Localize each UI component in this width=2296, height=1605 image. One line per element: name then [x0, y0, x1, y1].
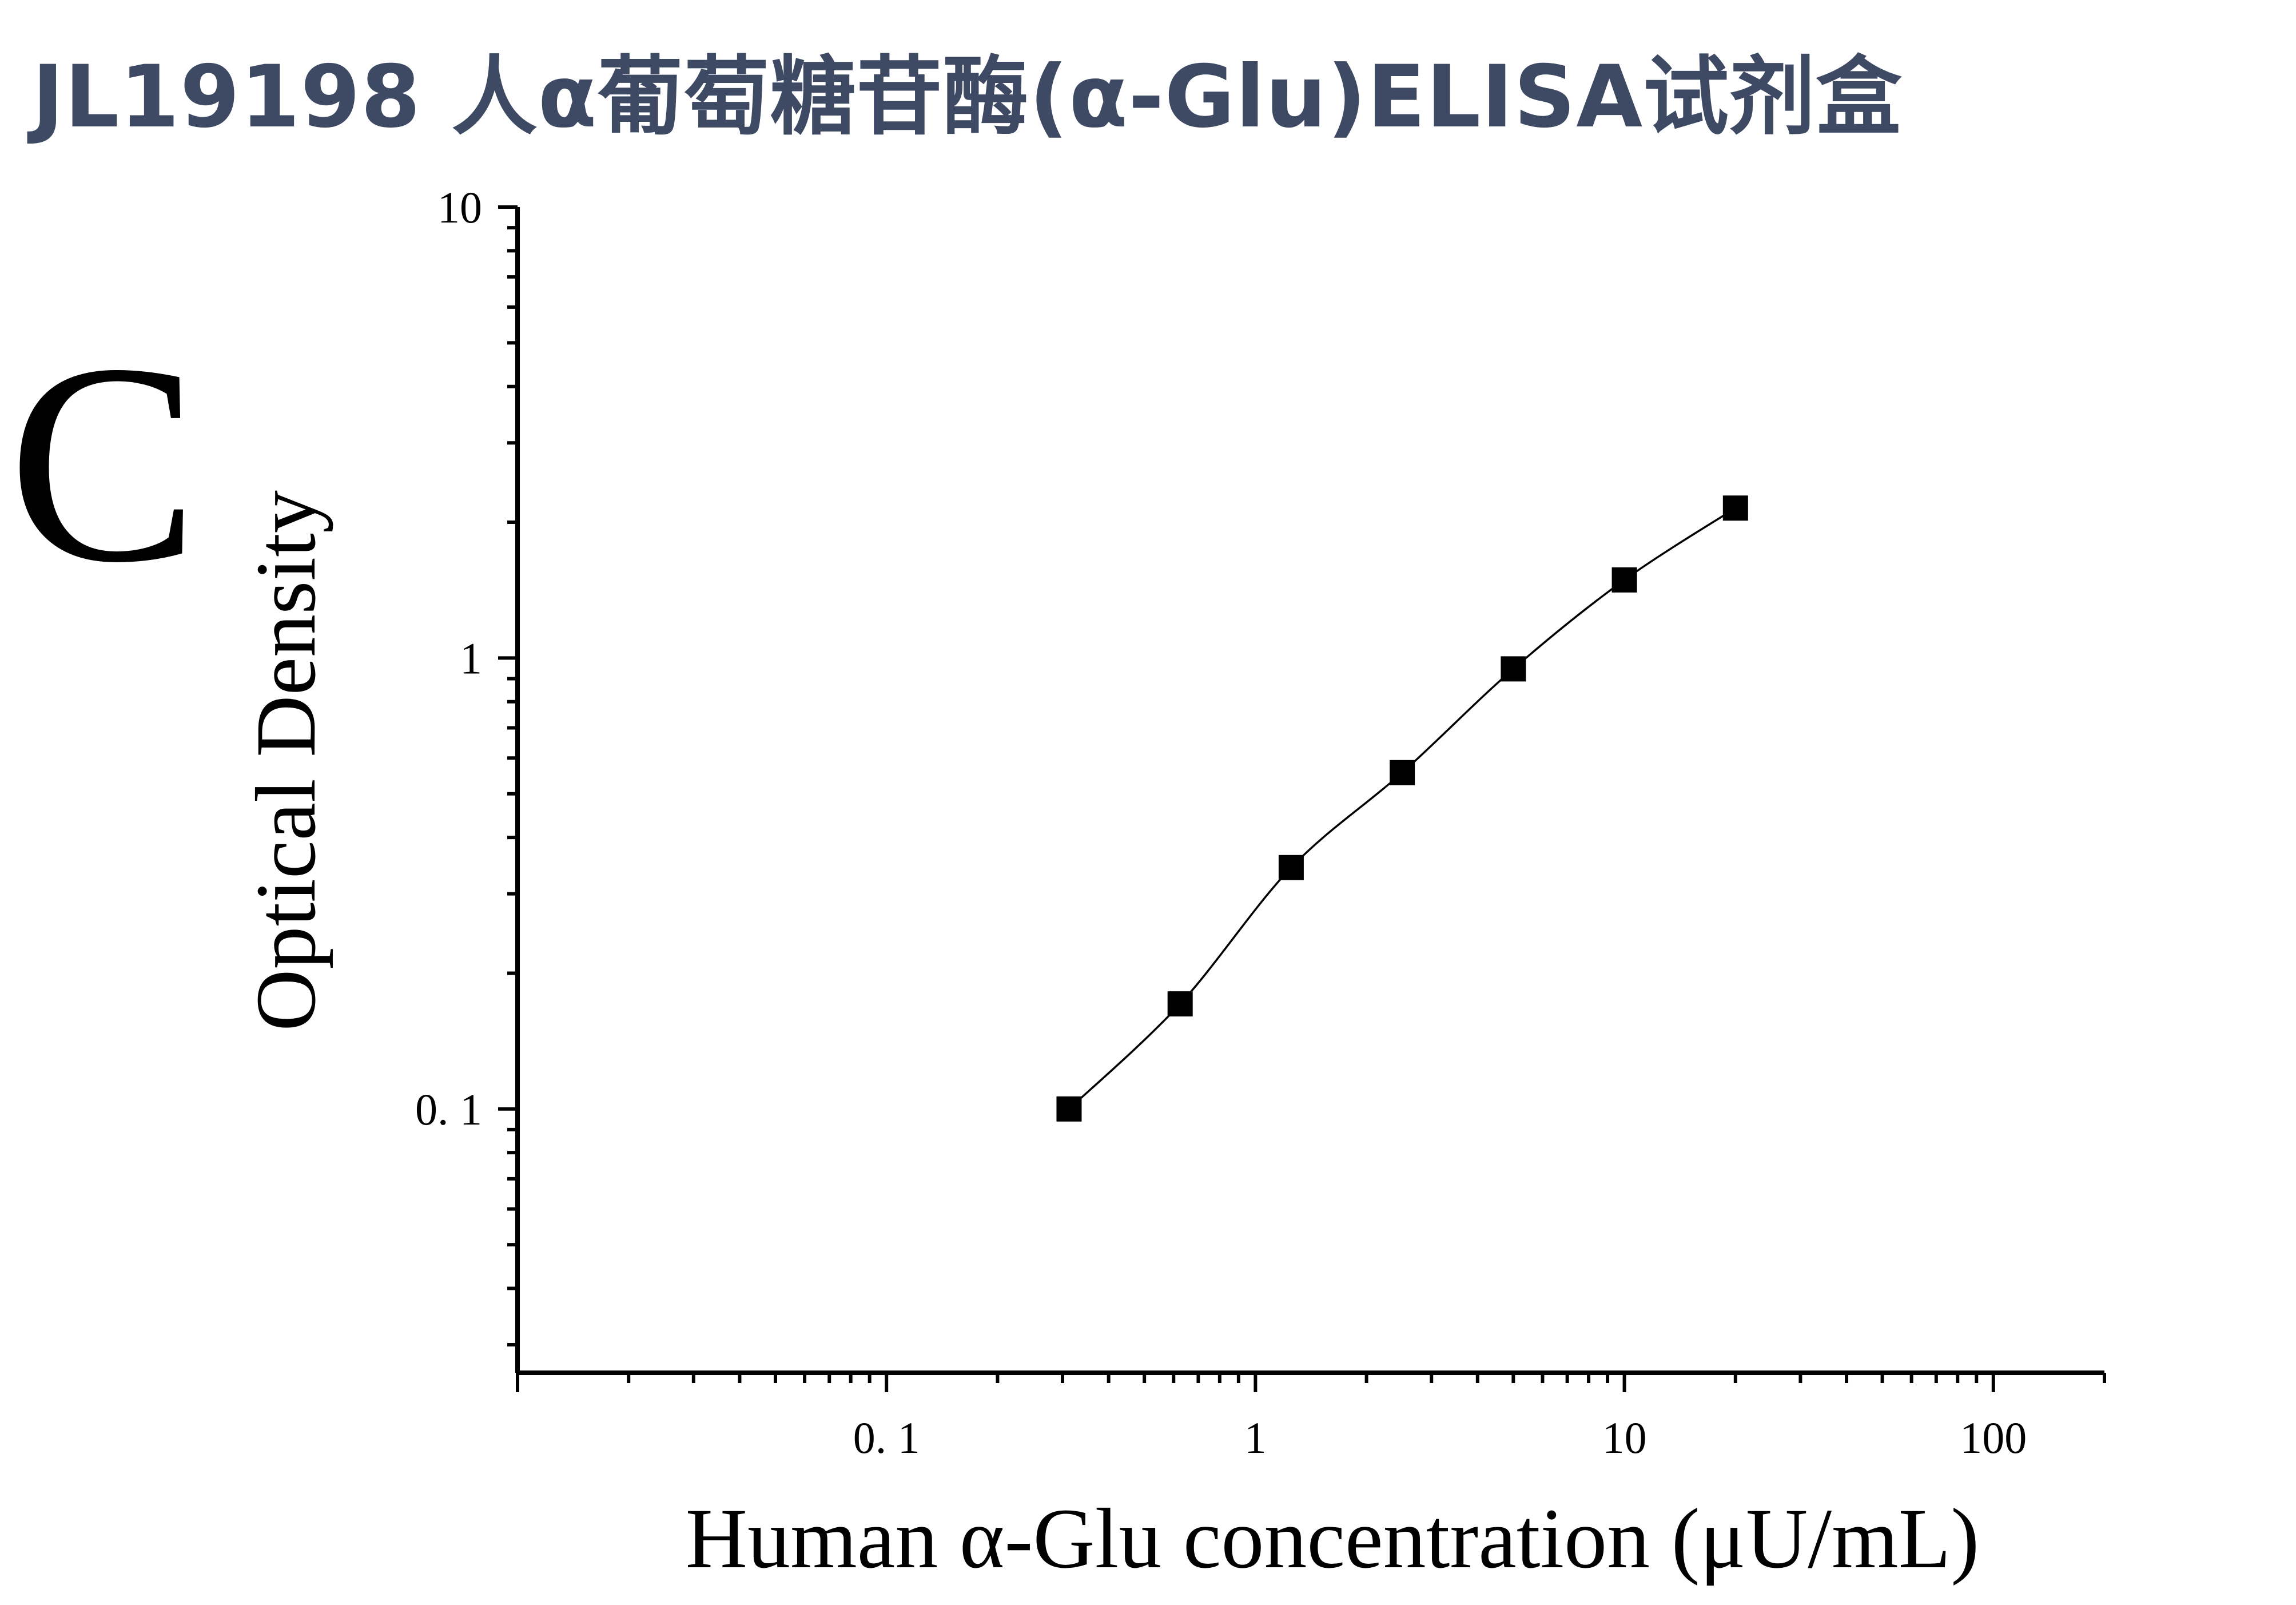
data-point: [1167, 991, 1193, 1017]
data-point: [1501, 656, 1526, 682]
y-axis-title: Optical Density: [238, 490, 333, 1031]
data-point: [1390, 760, 1415, 785]
data-point: [1722, 495, 1748, 521]
y-tick-label: 1: [460, 633, 482, 683]
data-series: [1056, 495, 1748, 1122]
axes: 0. 1 1 10 100 0. 1 1 10: [415, 182, 2106, 1463]
x-tick-label: 100: [1960, 1413, 2027, 1463]
x-tick-label: 10: [1602, 1413, 1647, 1463]
x-tick-label: 0. 1: [853, 1413, 920, 1463]
page-title: JL19198 人α葡萄糖苷酶(α-Glu)ELISA试剂盒: [32, 47, 1903, 147]
y-tick-label: 10: [437, 182, 482, 232]
data-point: [1611, 567, 1637, 593]
data-point: [1056, 1096, 1082, 1122]
y-tick-label: 0. 1: [415, 1084, 482, 1134]
panel-label: C: [8, 305, 199, 622]
x-tick-label: 1: [1244, 1413, 1267, 1463]
data-point: [1278, 855, 1304, 880]
x-axis-title: Human α-Glu concentration (μU/mL): [686, 1491, 1980, 1586]
fit-curve: [1068, 507, 1736, 1110]
